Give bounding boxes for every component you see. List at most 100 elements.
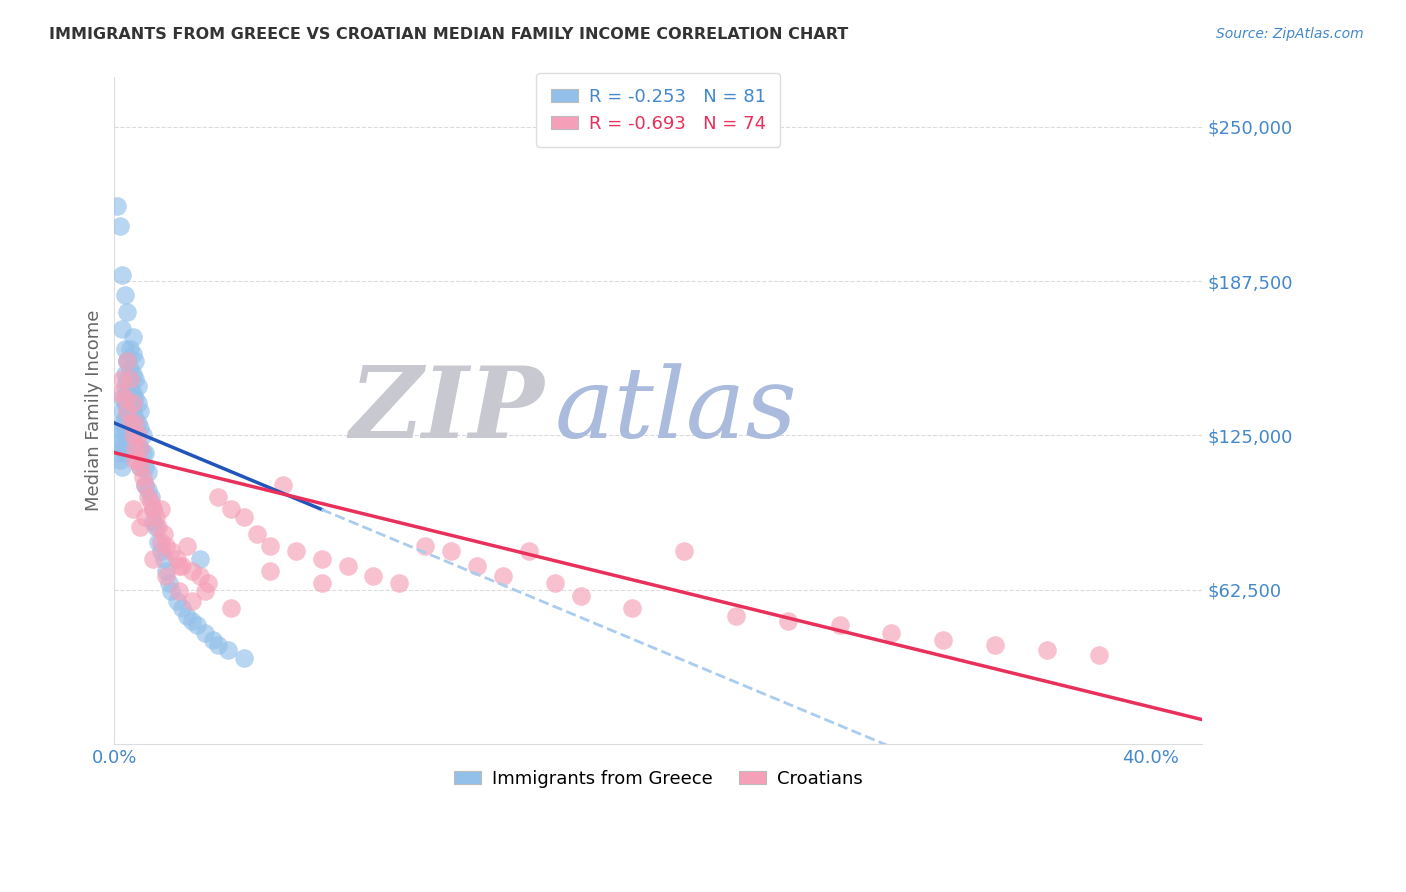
Point bbox=[117, 435, 139, 450]
Point bbox=[157, 576, 180, 591]
Point bbox=[124, 411, 146, 425]
Point bbox=[932, 633, 955, 648]
Point bbox=[111, 322, 134, 336]
Point bbox=[167, 559, 190, 574]
Point bbox=[284, 544, 307, 558]
Point bbox=[114, 445, 136, 459]
Point bbox=[413, 540, 436, 554]
Point bbox=[118, 342, 141, 356]
Point bbox=[186, 618, 208, 632]
Point bbox=[259, 564, 281, 578]
Point bbox=[166, 593, 188, 607]
Point bbox=[114, 396, 136, 410]
Point bbox=[142, 515, 165, 529]
Point bbox=[336, 559, 359, 574]
Point bbox=[124, 371, 146, 385]
Point bbox=[127, 416, 149, 430]
Point bbox=[111, 268, 134, 282]
Point bbox=[117, 305, 139, 319]
Point bbox=[121, 347, 143, 361]
Point bbox=[136, 490, 159, 504]
Point bbox=[124, 453, 146, 467]
Point bbox=[176, 540, 198, 554]
Y-axis label: Median Family Income: Median Family Income bbox=[86, 310, 103, 511]
Point bbox=[114, 428, 136, 442]
Point bbox=[108, 219, 131, 233]
Point bbox=[114, 392, 136, 406]
Text: IMMIGRANTS FROM GREECE VS CROATIAN MEDIAN FAMILY INCOME CORRELATION CHART: IMMIGRANTS FROM GREECE VS CROATIAN MEDIA… bbox=[49, 27, 848, 42]
Point bbox=[134, 460, 156, 475]
Point bbox=[108, 421, 131, 435]
Point bbox=[118, 396, 141, 410]
Point bbox=[121, 396, 143, 410]
Point bbox=[544, 576, 567, 591]
Point bbox=[246, 527, 269, 541]
Point bbox=[1087, 648, 1109, 662]
Point bbox=[127, 396, 149, 410]
Point bbox=[155, 569, 177, 583]
Point bbox=[134, 509, 156, 524]
Point bbox=[621, 601, 644, 615]
Point bbox=[114, 367, 136, 381]
Point bbox=[111, 460, 134, 475]
Point bbox=[145, 509, 167, 524]
Point bbox=[121, 329, 143, 343]
Point bbox=[124, 354, 146, 368]
Point bbox=[150, 502, 173, 516]
Point bbox=[117, 403, 139, 417]
Point bbox=[139, 490, 162, 504]
Point bbox=[111, 371, 134, 385]
Point bbox=[388, 576, 411, 591]
Point bbox=[271, 477, 294, 491]
Point bbox=[129, 460, 152, 475]
Point bbox=[124, 416, 146, 430]
Point bbox=[155, 540, 177, 554]
Point bbox=[219, 601, 242, 615]
Point bbox=[136, 483, 159, 497]
Point bbox=[188, 569, 211, 583]
Point bbox=[118, 416, 141, 430]
Point bbox=[492, 569, 515, 583]
Point bbox=[194, 583, 217, 598]
Point bbox=[118, 371, 141, 385]
Point bbox=[117, 403, 139, 417]
Point bbox=[121, 386, 143, 401]
Point bbox=[117, 354, 139, 368]
Text: Source: ZipAtlas.com: Source: ZipAtlas.com bbox=[1216, 27, 1364, 41]
Point bbox=[155, 564, 177, 578]
Point bbox=[201, 633, 224, 648]
Point bbox=[121, 428, 143, 442]
Point bbox=[181, 614, 204, 628]
Point bbox=[117, 386, 139, 401]
Point bbox=[118, 416, 141, 430]
Point bbox=[569, 589, 592, 603]
Legend: Immigrants from Greece, Croatians: Immigrants from Greece, Croatians bbox=[446, 763, 870, 795]
Point bbox=[145, 519, 167, 533]
Point bbox=[232, 509, 254, 524]
Point bbox=[232, 650, 254, 665]
Point bbox=[167, 583, 190, 598]
Point bbox=[160, 544, 183, 558]
Point bbox=[194, 625, 217, 640]
Point bbox=[129, 403, 152, 417]
Point bbox=[111, 403, 134, 417]
Point bbox=[207, 638, 229, 652]
Point bbox=[132, 470, 155, 484]
Point bbox=[142, 502, 165, 516]
Point bbox=[129, 460, 152, 475]
Point bbox=[127, 453, 149, 467]
Point bbox=[259, 540, 281, 554]
Point bbox=[134, 477, 156, 491]
Point bbox=[129, 441, 152, 455]
Point bbox=[134, 445, 156, 459]
Point bbox=[880, 625, 903, 640]
Point bbox=[311, 551, 333, 566]
Point bbox=[124, 392, 146, 406]
Point bbox=[105, 435, 128, 450]
Point bbox=[108, 453, 131, 467]
Point bbox=[219, 502, 242, 516]
Point bbox=[108, 386, 131, 401]
Point bbox=[1036, 643, 1059, 657]
Point bbox=[134, 477, 156, 491]
Point bbox=[129, 519, 152, 533]
